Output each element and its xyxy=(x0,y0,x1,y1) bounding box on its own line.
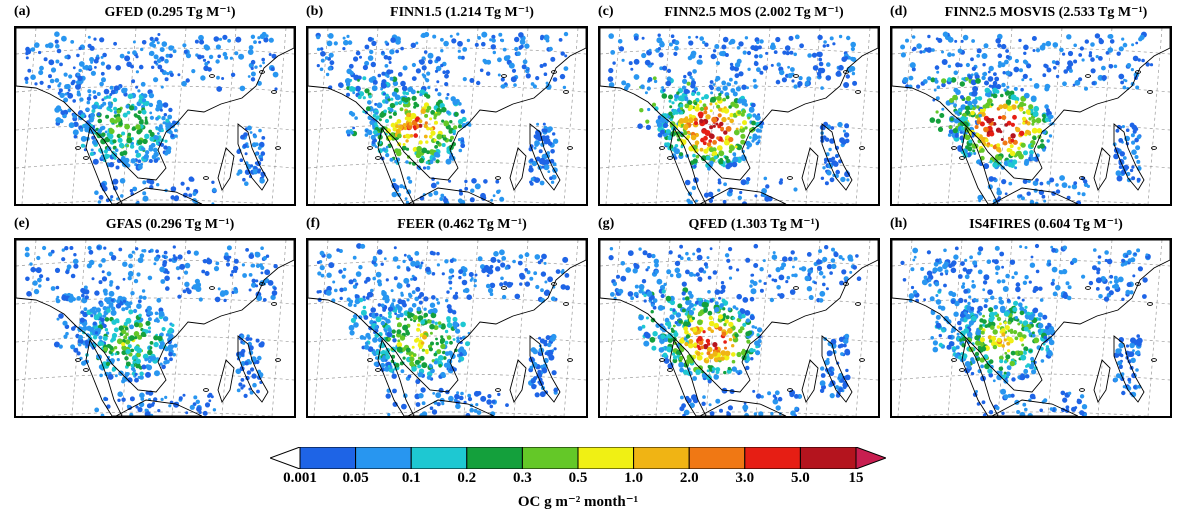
panel-title: FINN1.5 (1.214 Tg M⁻¹) xyxy=(390,5,534,20)
colorbar-segment xyxy=(521,447,579,469)
emission-dots xyxy=(607,33,858,204)
colorbar-segment xyxy=(355,447,412,469)
emission-dots xyxy=(608,243,862,416)
colorbar-tick: 5.0 xyxy=(791,470,810,486)
colorbar-tick: 0.5 xyxy=(568,470,588,486)
colorbar-tick: 2.0 xyxy=(679,470,699,486)
coastlines xyxy=(308,28,586,204)
coastlines xyxy=(308,240,586,416)
map-frame xyxy=(14,26,296,206)
colorbar-tick: 0.05 xyxy=(342,470,369,486)
map-frame xyxy=(890,238,1172,418)
colorbar-segment xyxy=(633,447,690,469)
coastlines xyxy=(16,28,294,204)
colorbar-segment xyxy=(466,447,523,469)
colorbar-tick: 15 xyxy=(848,470,864,486)
colorbar-segment xyxy=(410,447,468,469)
map-frame xyxy=(14,238,296,418)
emission-map xyxy=(16,240,294,416)
colorbar-segment xyxy=(799,447,857,469)
colorbar-tick: 0.001 xyxy=(283,470,317,486)
emission-dots xyxy=(24,244,278,416)
coastlines xyxy=(600,28,878,204)
emission-dots xyxy=(315,31,569,204)
panel-title: GFED (0.295 Tg M⁻¹) xyxy=(104,5,236,20)
colorbar-tick: 0.1 xyxy=(401,470,421,486)
colorbar-segment xyxy=(299,447,357,469)
map-panel-e: (e) GFAS (0.296 Tg M⁻¹) xyxy=(14,216,296,418)
panel-title: FINN2.5 MOS (2.002 Tg M⁻¹) xyxy=(664,5,844,20)
panel-title: FEER (0.462 Tg M⁻¹) xyxy=(397,217,527,232)
panel-letter: (a) xyxy=(14,4,31,19)
colorbar-tick: 3.0 xyxy=(735,470,755,486)
map-panel-a: (a) GFED (0.295 Tg M⁻¹) xyxy=(14,4,296,206)
coastlines xyxy=(600,240,878,416)
map-frame xyxy=(306,26,588,206)
panel-title: FINN2.5 MOSVIS (2.533 Tg M⁻¹) xyxy=(944,5,1148,20)
map-frame xyxy=(890,26,1172,206)
emission-dots xyxy=(24,31,279,204)
coastlines xyxy=(892,28,1170,204)
panel-title: GFAS (0.296 Tg M⁻¹) xyxy=(105,217,235,232)
emission-map xyxy=(600,28,878,204)
colorbar-tick: 0.2 xyxy=(457,470,477,486)
colorbar-label: OC g m⁻² month⁻¹ xyxy=(517,494,639,510)
panel-letter: (g) xyxy=(598,216,615,231)
colorbar-ticks: 0.001 0.05 0.1 0.2 0.3 0.5 1.0 2.0 3.0 5.0 15 xyxy=(270,470,886,490)
map-frame xyxy=(598,26,880,206)
emission-map xyxy=(16,28,294,204)
panel-letter: (b) xyxy=(306,4,324,19)
panel-letter: (d) xyxy=(890,4,908,19)
colorbar xyxy=(270,447,886,469)
map-frame xyxy=(598,238,880,418)
emission-map xyxy=(308,28,586,204)
map-panel-d: (d) FINN2.5 MOSVIS (2.533 Tg M⁻¹) xyxy=(890,4,1172,206)
colorbar-tick: 0.3 xyxy=(513,470,532,486)
panel-letter: (h) xyxy=(890,216,908,231)
coastlines xyxy=(16,240,294,416)
colorbar-segment xyxy=(577,447,635,469)
colorbar-tick: 1.0 xyxy=(624,470,643,486)
emission-dots xyxy=(316,243,570,416)
panel-title: QFED (1.303 Tg M⁻¹) xyxy=(688,217,820,232)
emission-dots xyxy=(900,31,1154,204)
panel-title: IS4FIRES (0.604 Tg M⁻¹) xyxy=(969,217,1123,232)
emission-map xyxy=(892,28,1170,204)
coastlines xyxy=(892,240,1170,416)
panel-letter: (c) xyxy=(598,4,614,19)
map-panel-f: (f) FEER (0.462 Tg M⁻¹) xyxy=(306,216,588,418)
colorbar-segment xyxy=(744,447,801,469)
emission-map xyxy=(600,240,878,416)
panel-letter: (f) xyxy=(306,216,320,231)
map-panel-g: (g) QFED (1.303 Tg M⁻¹) xyxy=(598,216,880,418)
emission-map xyxy=(892,240,1170,416)
panel-letter: (e) xyxy=(14,216,30,231)
emission-map xyxy=(308,240,586,416)
map-panel-c: (c) FINN2.5 MOS (2.002 Tg M⁻¹) xyxy=(598,4,880,206)
colorbar-segment xyxy=(688,447,746,469)
map-frame xyxy=(306,238,588,418)
map-panel-h: (h) IS4FIRES (0.604 Tg M⁻¹) xyxy=(890,216,1172,418)
emission-dots xyxy=(900,243,1151,416)
map-panel-b: (b) FINN1.5 (1.214 Tg M⁻¹) xyxy=(306,4,588,206)
